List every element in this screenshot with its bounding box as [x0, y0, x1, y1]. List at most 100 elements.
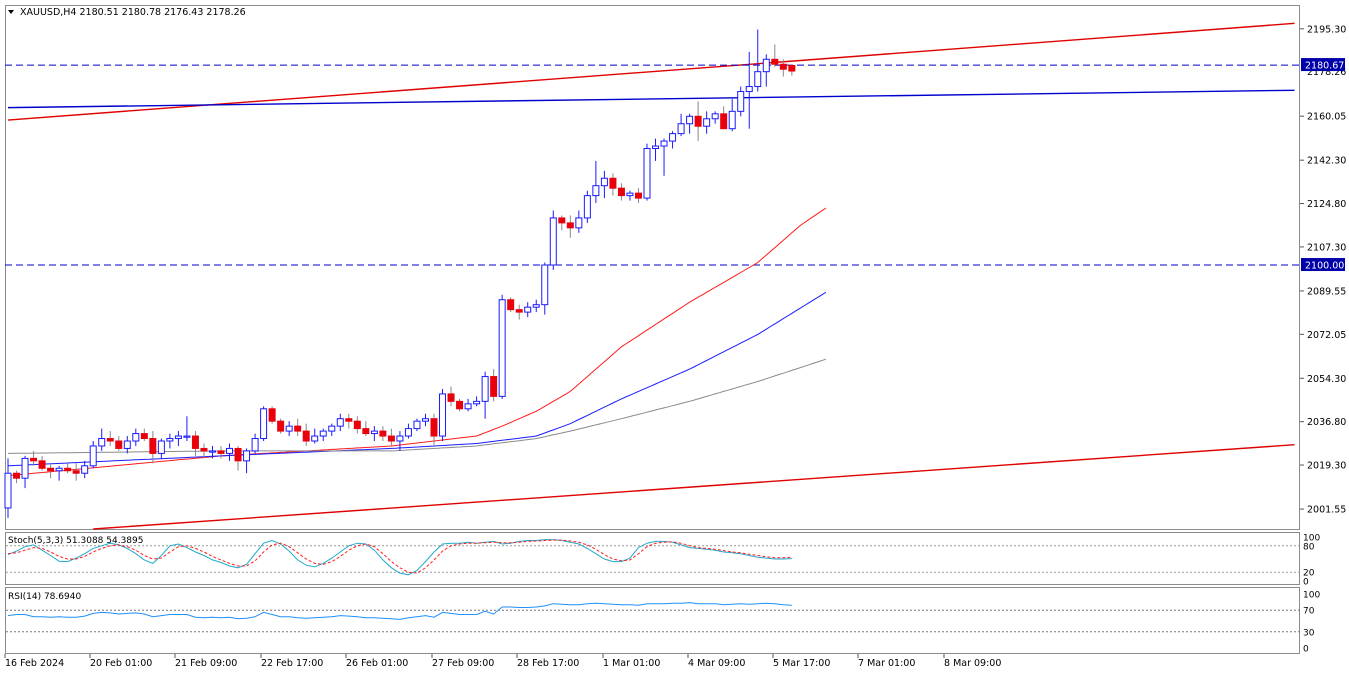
- candle-42: [362, 421, 370, 437]
- price-tick-label: 2054.30: [1307, 374, 1346, 385]
- candle-body: [558, 217, 566, 224]
- candle-body: [788, 64, 796, 72]
- candle-body: [387, 435, 395, 442]
- candle-body: [336, 418, 344, 427]
- candle-3: [30, 450, 38, 466]
- candle-body: [703, 118, 711, 127]
- candle-43: [370, 426, 378, 442]
- candle-80: [686, 113, 694, 134]
- rsi-pane[interactable]: [5, 587, 1300, 654]
- candle-57: [490, 369, 498, 402]
- candle-9: [81, 460, 89, 479]
- candle-12: [106, 431, 114, 446]
- candle-62: [532, 299, 540, 313]
- time-tick-label: 26 Feb 01:00: [346, 658, 408, 669]
- candle-18: [157, 438, 165, 459]
- candle-body: [439, 393, 447, 437]
- candle-64: [549, 210, 557, 270]
- moving-average-0: [7, 207, 827, 477]
- price-level-box-label: 2100.00: [1305, 261, 1344, 272]
- price-axis: 2195.30 2160.05 2142.30 2124.80 2107.30 2089.…: [1300, 24, 1346, 516]
- candle-body: [421, 418, 429, 422]
- candle-body: [157, 440, 165, 454]
- candle-body: [260, 408, 268, 440]
- candle-body: [669, 133, 677, 142]
- symbol-readout: XAUUSD,H4 2180.51 2180.78 2176.43 2178.2…: [20, 7, 246, 18]
- stoch-axis-label: 20: [1303, 569, 1315, 579]
- candle-92: [788, 64, 796, 76]
- candle-body: [166, 438, 174, 442]
- moving-average-1: [7, 291, 827, 467]
- candle-body: [64, 467, 72, 472]
- candle-body: [226, 447, 234, 454]
- candle-59: [507, 297, 515, 313]
- stoch-title: Stoch(5,3,3) 51.3088 54.3895: [8, 536, 143, 546]
- candle-76: [652, 138, 660, 161]
- candle-body: [379, 430, 387, 437]
- candle-body: [123, 440, 131, 449]
- candle-body: [592, 185, 600, 197]
- candle-74: [634, 188, 642, 204]
- time-tick-label: 28 Feb 17:00: [517, 658, 579, 669]
- candle-body: [634, 192, 642, 199]
- candle-86: [737, 86, 745, 117]
- stoch-axis-label: 100: [1303, 534, 1320, 544]
- candle-body: [98, 438, 106, 447]
- candle-33: [285, 421, 293, 437]
- candle-body: [13, 472, 21, 479]
- channel-lower: [93, 444, 1295, 530]
- candle-body: [404, 428, 412, 437]
- candle-36: [311, 428, 319, 444]
- candle-body: [456, 400, 464, 410]
- candle-body: [243, 450, 251, 462]
- candle-body: [430, 418, 438, 437]
- candle-body: [575, 217, 583, 229]
- candle-body: [464, 403, 472, 410]
- candle-6: [55, 465, 63, 481]
- time-tick-label: 21 Feb 09:00: [175, 658, 237, 669]
- candle-71: [609, 173, 617, 196]
- candle-88: [754, 29, 762, 92]
- time-tick-label: 27 Feb 09:00: [432, 658, 494, 669]
- candle-29: [251, 433, 259, 454]
- candle-50: [430, 413, 438, 446]
- candle-body: [686, 115, 694, 125]
- candle-67: [575, 210, 583, 233]
- price-level-box-label: 2180.67: [1305, 61, 1344, 72]
- price-tick-label: 2036.80: [1307, 417, 1346, 428]
- candle-body: [200, 447, 208, 452]
- candle-1: [13, 470, 21, 484]
- stoch-axis-label: 0: [1303, 578, 1309, 588]
- candle-21: [183, 416, 191, 442]
- price-tick-label: 2072.05: [1307, 330, 1346, 341]
- candle-body: [140, 433, 148, 440]
- candle-85: [728, 98, 736, 132]
- stoch-pane[interactable]: [5, 532, 1300, 585]
- candle-body: [413, 420, 421, 430]
- candle-60: [515, 304, 523, 320]
- candle-78: [669, 131, 677, 149]
- candle-body: [81, 465, 89, 474]
- candle-body: [328, 425, 336, 432]
- candle-body: [737, 91, 745, 112]
- candle-body: [652, 145, 660, 150]
- candle-75: [643, 143, 651, 201]
- candle-body: [498, 299, 506, 397]
- price-tick-label: 2089.55: [1307, 286, 1346, 297]
- candle-body: [515, 309, 523, 313]
- candle-16: [140, 428, 148, 442]
- time-tick-label: 22 Feb 17:00: [261, 658, 323, 669]
- time-tick-label: 5 Mar 17:00: [773, 658, 830, 669]
- candle-68: [583, 190, 591, 223]
- candle-body: [4, 472, 12, 509]
- time-tick-label: 7 Mar 01:00: [858, 658, 915, 669]
- triangle-down-icon[interactable]: [8, 10, 14, 14]
- candle-body: [47, 467, 55, 472]
- candle-body: [549, 217, 557, 266]
- candle-77: [660, 138, 668, 176]
- candle-91: [779, 59, 787, 77]
- candle-46: [396, 431, 404, 451]
- candle-8: [72, 463, 80, 481]
- candle-body: [566, 222, 574, 229]
